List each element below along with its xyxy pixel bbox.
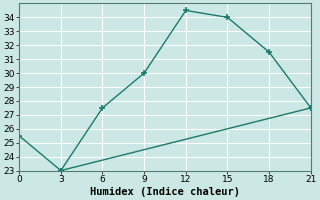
X-axis label: Humidex (Indice chaleur): Humidex (Indice chaleur) (90, 186, 240, 197)
